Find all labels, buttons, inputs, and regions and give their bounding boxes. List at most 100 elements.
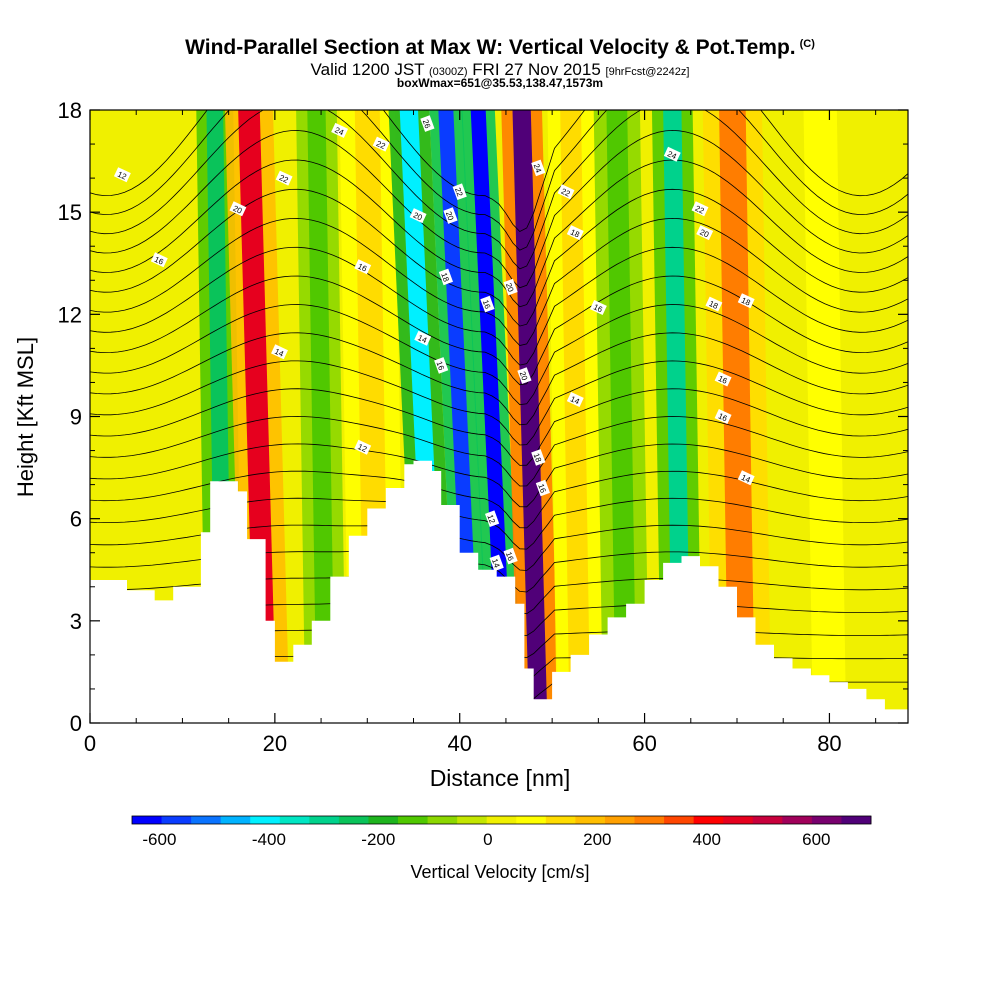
contour-label: 24 xyxy=(331,122,349,138)
contour-label: 12 xyxy=(113,167,131,183)
contour-label-box xyxy=(434,357,449,374)
contour-label: 12 xyxy=(485,510,500,527)
contour-label-text: 16 xyxy=(356,262,368,274)
velocity-band xyxy=(238,110,277,723)
theta-contour xyxy=(90,470,908,529)
contour-label-box xyxy=(229,201,247,217)
theta-contour xyxy=(90,246,908,366)
contour-label-box xyxy=(443,207,458,224)
contour-label-text: 14 xyxy=(273,347,285,359)
contour-label-box xyxy=(663,146,681,162)
contour-label-text: 20 xyxy=(698,228,710,240)
theta-contour xyxy=(90,188,908,327)
colorbar-tick-label: 600 xyxy=(802,830,830,849)
contour-label: 16 xyxy=(150,252,168,268)
colorbar-tick-label: 200 xyxy=(583,830,611,849)
contour-label-box xyxy=(275,170,293,186)
theta-contour xyxy=(90,110,908,232)
colorbar-tick-label: -600 xyxy=(142,830,176,849)
contour-label-text: 16 xyxy=(504,551,516,563)
contour-label-box xyxy=(480,295,495,313)
colorbar-swatch xyxy=(338,816,369,824)
contour-label-text: 16 xyxy=(717,374,729,386)
colorbar-swatch xyxy=(723,816,754,824)
contour-label: 26 xyxy=(420,115,435,132)
colorbar-swatch xyxy=(309,816,340,824)
contour-label-text: 18 xyxy=(569,228,581,240)
contour-label: 16 xyxy=(535,479,550,497)
contour-label-box xyxy=(420,115,435,132)
contour-label: 22 xyxy=(691,201,709,217)
contour-label-text: 14 xyxy=(569,394,581,406)
colorbar-swatch xyxy=(398,816,428,824)
velocity-band xyxy=(606,110,637,723)
contour-label: 18 xyxy=(531,449,546,466)
contour-label-box xyxy=(705,296,723,312)
contour-label: 20 xyxy=(409,208,427,224)
colorbar-label: Vertical Velocity [cm/s] xyxy=(410,862,590,882)
x-axis-label: Distance [nm] xyxy=(429,765,571,791)
contour-label-box xyxy=(714,409,732,424)
contour-label-text: 20 xyxy=(232,204,244,216)
velocity-band xyxy=(719,110,755,723)
x-tick-label: 0 xyxy=(84,731,96,756)
velocity-band xyxy=(803,110,847,723)
contour-label: 20 xyxy=(503,278,518,296)
velocity-band xyxy=(560,110,591,723)
valid-date: FRI 27 Nov 2015 xyxy=(472,60,601,79)
velocity-band xyxy=(307,110,335,723)
contour-label-box xyxy=(737,293,755,309)
contour-label-text: 20 xyxy=(518,370,530,382)
contour-label-text: 24 xyxy=(333,125,345,137)
contour-label-box xyxy=(331,122,349,138)
theta-contour xyxy=(90,275,908,386)
theta-contour xyxy=(90,129,908,289)
x-tick-label: 60 xyxy=(632,731,656,756)
contour-label: 22 xyxy=(557,184,575,200)
y-tick-label: 18 xyxy=(58,98,82,123)
contour-label-text: 14 xyxy=(740,473,752,485)
contour-label: 16 xyxy=(480,295,495,313)
contour-label: 14 xyxy=(489,554,504,572)
contour-label-text: 20 xyxy=(444,210,456,222)
contour-label: 16 xyxy=(503,547,518,565)
colorbar-swatch xyxy=(516,816,547,824)
contour-label: 24 xyxy=(663,146,681,162)
contour-label-box xyxy=(557,184,575,200)
contour-label-box xyxy=(489,554,504,572)
contour-label-text: 16 xyxy=(481,299,493,311)
colorbar-swatch xyxy=(486,816,517,824)
contour-label: 18 xyxy=(705,296,723,312)
colorbar-frame xyxy=(131,815,872,825)
contour-label-box xyxy=(691,201,709,217)
contour-label-text: 18 xyxy=(740,296,752,308)
contour-label: 20 xyxy=(696,225,714,241)
box-info: boxWmax=651@35.53,138.47,1573m xyxy=(396,76,604,90)
valid-zulu: (0300Z) xyxy=(429,66,468,78)
contour-label-box xyxy=(531,159,546,177)
contour-label-text: 24 xyxy=(666,149,678,161)
contour-label: 16 xyxy=(714,371,732,387)
velocity-band xyxy=(512,110,548,723)
contour-label-box xyxy=(414,330,432,346)
x-tick-label: 20 xyxy=(263,731,287,756)
theta-contour xyxy=(90,159,908,308)
contour-label-text: 16 xyxy=(536,483,548,495)
contour-label-text: 14 xyxy=(490,558,502,570)
colorbar-swatch xyxy=(427,816,458,824)
contour-label: 20 xyxy=(517,367,532,384)
chart-title-text: Wind-Parallel Section at Max W: Vertical… xyxy=(185,36,796,59)
contour-label-text: 14 xyxy=(416,333,428,345)
x-tick-label: 40 xyxy=(447,731,471,756)
contour-label: 22 xyxy=(275,170,293,186)
contour-label-text: 20 xyxy=(504,282,516,294)
y-tick-label: 0 xyxy=(70,711,82,736)
contour-label-box xyxy=(714,371,732,387)
contour-label-box xyxy=(737,470,755,486)
contour-label-text: 18 xyxy=(708,299,720,311)
contour-label: 20 xyxy=(229,201,247,217)
contour-label-box xyxy=(517,367,532,384)
contour-label-text: 22 xyxy=(453,186,465,198)
contour-label-box xyxy=(372,136,390,152)
